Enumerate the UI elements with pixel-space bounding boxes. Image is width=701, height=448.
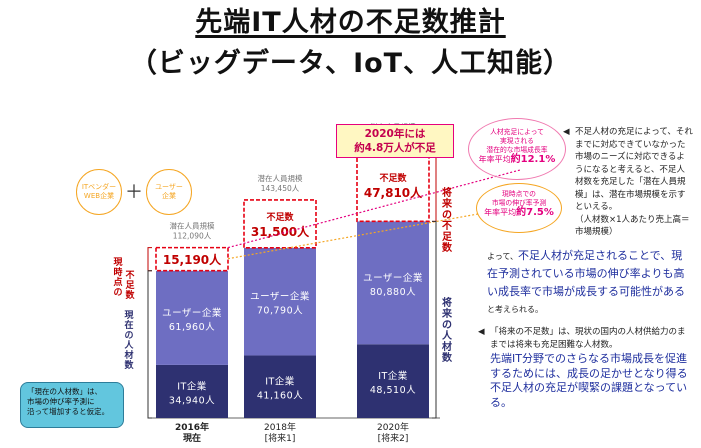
it-company-bar	[156, 364, 228, 418]
potential-growth-value-label: 年率平均	[478, 155, 511, 164]
future-staff-bracket	[432, 220, 437, 419]
category-year-label: 2016年	[175, 421, 209, 433]
note-3-blue-text: 先端IT分野でのさらなる市場成長を促進するためには、成長の足かせとなり得る不足人…	[490, 352, 688, 409]
current-shortage-label-col2: 不足数	[125, 270, 135, 301]
current-growth-value: 約7.5%	[516, 207, 554, 218]
it-company-bar-label: IT企業 48,510人	[370, 370, 416, 396]
it-company-bar-label: IT企業 34,940人	[169, 380, 215, 406]
note-2-text: 不足人材が充足されることで、現在予測されている市場の伸び率よりも高い成長率で市場…	[487, 249, 685, 298]
plus-sign: ＋	[125, 182, 143, 203]
current-growth-callout: 現時点での 市場の伸び率予測 年率平均約7.5%	[476, 183, 562, 233]
shortage-bar-value: 31,500人	[251, 224, 310, 239]
user-company-circle: ユーザー 企業	[146, 169, 192, 215]
shortage-bar-value: 47,810人	[364, 185, 423, 200]
assumption-bubble: 「現在の人材数」は、 市場の伸び率予測に 沿って増加すると仮定。	[20, 382, 124, 428]
current-growth-value-label: 年率平均	[484, 208, 517, 217]
user-company-bar-label: ユーザー企業 70,790人	[250, 291, 310, 317]
potential-label: 潜在人員規模 143,450人	[258, 173, 303, 193]
shortage-bar	[243, 199, 317, 249]
note-2-tail: と考えられる。	[487, 305, 543, 314]
shortage-2020-callout: 2020年には 約4.8万人が不足	[336, 124, 454, 158]
note-1-text: 不足人材の充足によって、それまでに対応できていなかった市場のニーズに対応できるよ…	[575, 127, 693, 212]
potential-growth-callout: 人材充足によって 実現される 潜在的な市場成長率 年率平均約12.1%	[468, 118, 566, 180]
user-company-bar-label: ユーザー企業 80,880人	[363, 272, 423, 298]
potential-label: 潜在人員規模 112,090人	[170, 221, 215, 241]
note-1-marker: ◀	[563, 127, 570, 137]
current-growth-text: 現時点での 市場の伸び率予測	[491, 190, 547, 207]
user-company-bar	[244, 247, 316, 356]
future-shortage-label: 将来の不足数	[441, 186, 453, 254]
potential-growth-value: 約12.1%	[510, 154, 556, 165]
it-company-bar	[244, 355, 316, 418]
note-3-text: 「将来の不足数」は、現状の国内の人材供給力のままでは将来も充足困難な人材数。	[490, 327, 686, 350]
category-sub-label: [将来1]	[265, 433, 296, 444]
shortage-bar-title: 不足数	[266, 211, 294, 223]
it-company-bar-label: IT企業 41,160人	[257, 376, 303, 402]
future-shortage-bracket	[432, 148, 437, 222]
current-staff-bracket	[147, 270, 152, 419]
category-sub-label: 現在	[183, 432, 201, 444]
page-title: 先端IT人材の不足数推計	[195, 7, 506, 38]
shortage-bar	[356, 147, 430, 223]
category-year-label: 2018年	[264, 421, 296, 433]
note-3: ◀ 「将来の不足数」は、現状の国内の人材供給力のままでは将来も充足困難な人材数。…	[478, 326, 693, 410]
user-company-bar	[357, 221, 429, 345]
note-1-formula: （人材数×1人あたり売上高＝市場規模）	[575, 214, 690, 238]
category-sub-label: [将来2]	[378, 433, 409, 444]
note-1: ◀ 不足人材の充足によって、それまでに対応できていなかった市場のニーズに対応でき…	[563, 126, 693, 239]
current-staff-label: 現在の人材数	[123, 310, 134, 371]
it-company-bar	[357, 344, 429, 418]
user-company-bar	[156, 270, 228, 365]
note-3-marker: ◀	[478, 327, 485, 337]
category-year-label: 2020年	[377, 421, 409, 433]
potential-growth-text: 人材充足によって 実現される 潜在的な市場成長率	[486, 128, 548, 154]
user-company-bar-label: ユーザー企業 61,960人	[162, 307, 222, 333]
page-subtitle: （ビッグデータ、IoT、人工知能）	[129, 48, 572, 79]
current-shortage-bracket	[147, 247, 152, 272]
shortage-bar-label: 15,190人	[163, 252, 222, 267]
note-2: よって、不足人材が充足されることで、現在予測されている市場の伸び率よりも高い成長…	[487, 246, 692, 317]
shortage-bar-title: 不足数	[379, 172, 407, 184]
current-shortage-label-col1: 現時点の	[113, 257, 122, 298]
future-staff-label: 将来の人材数	[441, 296, 453, 364]
shortage-bar	[155, 246, 229, 272]
it-vendor-circle: ITベンダー WEB企業	[76, 169, 122, 215]
note-2-lead: よって、	[487, 252, 518, 261]
